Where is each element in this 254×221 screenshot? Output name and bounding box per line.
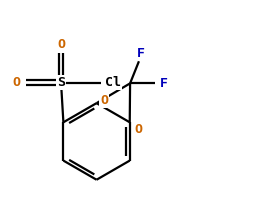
Text: O: O — [100, 94, 107, 107]
Text: Cl: Cl — [105, 76, 121, 89]
Text: S: S — [57, 76, 65, 89]
Text: O: O — [12, 76, 20, 89]
Text: O: O — [133, 123, 141, 136]
Text: O: O — [57, 38, 65, 51]
Text: F: F — [136, 46, 144, 59]
Text: F: F — [159, 77, 167, 90]
